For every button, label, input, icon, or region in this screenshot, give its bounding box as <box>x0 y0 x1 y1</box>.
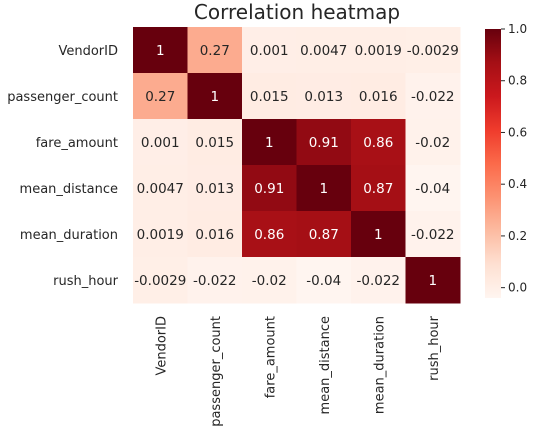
cell-value-label: 0.87 <box>309 227 339 243</box>
cell-value-label: 1 <box>156 43 165 59</box>
heatmap-cell <box>242 257 297 304</box>
cell-value-label: 0.013 <box>195 181 234 197</box>
heatmap-cell <box>351 119 406 166</box>
colorbar-tick-label: 0.8 <box>508 74 527 88</box>
heatmap-cell <box>405 73 461 120</box>
colorbar-tick-label: 0.4 <box>508 177 527 191</box>
cell-value-label: 0.016 <box>359 89 398 105</box>
colorbar-tick-label: 0.0 <box>508 281 527 295</box>
cell-value-label: 0.016 <box>195 227 234 243</box>
cell-value-label: 1 <box>265 135 274 151</box>
heatmap-cell <box>133 73 188 120</box>
heatmap-cell <box>187 119 243 166</box>
cell-value-label: 1 <box>210 89 219 105</box>
cell-value-label: 0.001 <box>250 43 289 59</box>
cell-value-label: 0.27 <box>200 43 230 59</box>
heatmap-cell <box>351 211 406 258</box>
colorbar-tick-label: 0.6 <box>508 125 527 139</box>
heatmap-cell <box>296 27 352 74</box>
heatmap-cell <box>187 257 243 304</box>
column-tick-label: VendorID <box>154 316 169 376</box>
cell-value-label: 0.86 <box>363 135 393 151</box>
heatmap-cell <box>242 165 297 212</box>
heatmap-cell <box>296 211 352 258</box>
cell-value-label: 0.91 <box>309 135 339 151</box>
cell-value-label: -0.04 <box>415 181 450 197</box>
cell-value-label: 0.0047 <box>300 43 347 59</box>
heatmap-cell <box>133 165 188 212</box>
heatmap-cell <box>133 211 188 258</box>
column-tick-label: rush_hour <box>427 315 442 381</box>
heatmap-cell <box>405 257 461 304</box>
cell-value-label: -0.02 <box>415 135 450 151</box>
column-tick-label: passenger_count <box>209 316 224 427</box>
heatmap-cell <box>405 119 461 166</box>
row-tick-label: rush_hour <box>53 274 119 289</box>
cell-value-label: 0.86 <box>254 227 284 243</box>
cell-value-label: -0.0029 <box>134 273 186 289</box>
heatmap-cell <box>405 27 461 74</box>
cell-value-label: 1 <box>374 227 383 243</box>
heatmap-cell <box>133 257 188 304</box>
heatmap-cell <box>242 119 297 166</box>
colorbar-tick-label: 0.2 <box>508 229 527 243</box>
row-tick-labels: VendorID passenger_count fare_amount mean_d… <box>7 44 118 289</box>
cell-value-label: -0.04 <box>306 273 341 289</box>
heatmap-cell <box>296 73 352 120</box>
heatmap-cell <box>351 257 406 304</box>
cell-value-label: 0.0019 <box>137 227 184 243</box>
cell-value-label: -0.022 <box>411 89 455 105</box>
row-tick-label: VendorID <box>58 44 118 59</box>
cell-value-label: 0.27 <box>145 89 175 105</box>
cell-value-label: 0.001 <box>141 135 180 151</box>
cell-value-label: 1 <box>319 181 328 197</box>
cell-value-label: 0.015 <box>250 89 289 105</box>
heatmap-cell <box>296 119 352 166</box>
heatmap-cell <box>296 257 352 304</box>
column-tick-label: mean_duration <box>372 316 387 414</box>
column-tick-label: fare_amount <box>263 316 278 398</box>
cell-value-label: -0.022 <box>411 227 455 243</box>
heatmap-cell <box>351 27 406 74</box>
colorbar-tick-label: 1.0 <box>508 22 527 36</box>
heatmap-cell <box>351 73 406 120</box>
heatmap-cell <box>405 165 461 212</box>
chart-title: Correlation heatmap <box>194 0 400 24</box>
cell-value-label: 0.91 <box>254 181 284 197</box>
cell-value-label: 0.0047 <box>137 181 184 197</box>
column-tick-labels: VendorID passenger_count fare_amount mean_d… <box>154 315 442 426</box>
cell-value-label: -0.0029 <box>407 43 459 59</box>
colorbar-gradient <box>485 29 501 298</box>
heatmap-cell <box>187 27 243 74</box>
heatmap-cell <box>242 27 297 74</box>
colorbar: 0.0 0.2 0.4 0.6 0.8 1.0 <box>485 22 527 298</box>
heatmap-cells: 1 0.27 0.001 0.0047 0.0019 -0.0029 0.27 1 0.015 0… <box>133 27 461 304</box>
heatmap-cell <box>405 211 461 258</box>
cell-value-label: 0.87 <box>363 181 393 197</box>
row-tick-label: fare_amount <box>36 136 118 151</box>
cell-value-label: -0.022 <box>356 273 400 289</box>
heatmap-cell <box>242 73 297 120</box>
heatmap-cell <box>351 165 406 212</box>
heatmap-cell <box>296 165 352 212</box>
cell-value-label: 0.015 <box>195 135 234 151</box>
column-tick-label: mean_distance <box>318 316 333 414</box>
cell-value-label: -0.022 <box>193 273 237 289</box>
heatmap-cell <box>187 73 243 120</box>
cell-value-label: -0.02 <box>252 273 287 289</box>
heatmap-cell <box>133 27 188 74</box>
heatmap-cell <box>187 211 243 258</box>
cell-value-label: 0.013 <box>304 89 343 105</box>
heatmap-cell <box>242 211 297 258</box>
cell-value-label: 1 <box>428 273 437 289</box>
heatmap-cell <box>133 119 188 166</box>
cell-value-label: 0.0019 <box>355 43 402 59</box>
row-tick-label: mean_duration <box>20 228 118 243</box>
heatmap-cell <box>187 165 243 212</box>
row-tick-label: mean_distance <box>20 182 118 197</box>
row-tick-label: passenger_count <box>7 90 118 105</box>
